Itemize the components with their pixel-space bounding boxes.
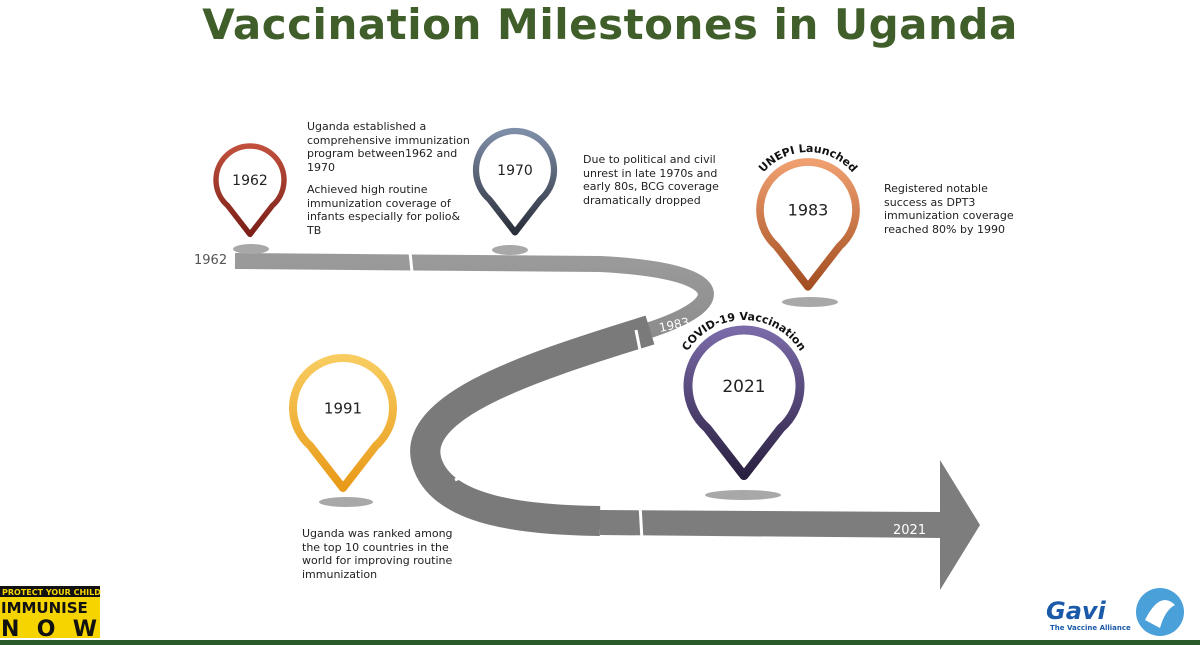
pin-body [756, 158, 860, 291]
road-curve [410, 315, 655, 536]
pin-shadow [492, 245, 528, 255]
milestone-pin: 1991 [289, 354, 397, 507]
pin-shadow [319, 497, 373, 507]
milestone-paragraph: Uganda established a comprehensive immun… [307, 120, 470, 174]
pin-body [472, 127, 558, 236]
milestone-paragraph: Registered notable success as DPT3 immun… [884, 182, 1014, 236]
milestone-text: Uganda was ranked among the top 10 count… [302, 527, 462, 590]
road-gaps [408, 251, 644, 541]
pin-body [213, 143, 287, 238]
milestone-paragraph: Uganda was ranked among the top 10 count… [302, 527, 453, 581]
pin-body [683, 325, 805, 481]
pin-shadow [782, 297, 838, 307]
road-year-label: 2021 [893, 523, 926, 538]
pin-year: 1962 [232, 173, 268, 189]
immunise-line1: IMMUNISE [1, 599, 88, 617]
pin-year: 2021 [722, 377, 765, 397]
immunise-line2: NOW [1, 617, 97, 642]
pin-year: 1991 [324, 399, 362, 417]
milestone-pin: 1970 [472, 127, 558, 255]
immunise-tag-bg [0, 586, 100, 597]
road-arrow [600, 460, 980, 590]
milestone-paragraph: Achieved high routine immunization cover… [307, 183, 461, 237]
gavi-figure [1145, 600, 1175, 628]
milestone-text: Due to political and civil unrest in lat… [583, 153, 723, 216]
milestone-pin: 1962 [213, 143, 287, 254]
footer-bar [0, 640, 1200, 645]
pin-year: 1970 [497, 163, 533, 179]
road-year-label: 1962 [194, 253, 227, 268]
milestone-text: Registered notable success as DPT3 immun… [884, 182, 1034, 245]
road-year-label: 1983 [658, 315, 691, 335]
milestone-text: Uganda established a comprehensive immun… [307, 120, 472, 246]
immunise-tagline: PROTECT YOUR CHILD [2, 588, 101, 597]
slide-title: Vaccination Milestones in Uganda [202, 0, 1018, 49]
pin-year: 1983 [788, 201, 829, 220]
pin-shadow [233, 244, 269, 254]
milestone-paragraph: Due to political and civil unrest in lat… [583, 153, 719, 207]
gavi-tagline: The Vaccine Alliance [1050, 624, 1131, 632]
pin-shadow [705, 490, 781, 500]
pin-body [289, 354, 397, 492]
gavi-name: Gavi [1046, 597, 1107, 625]
